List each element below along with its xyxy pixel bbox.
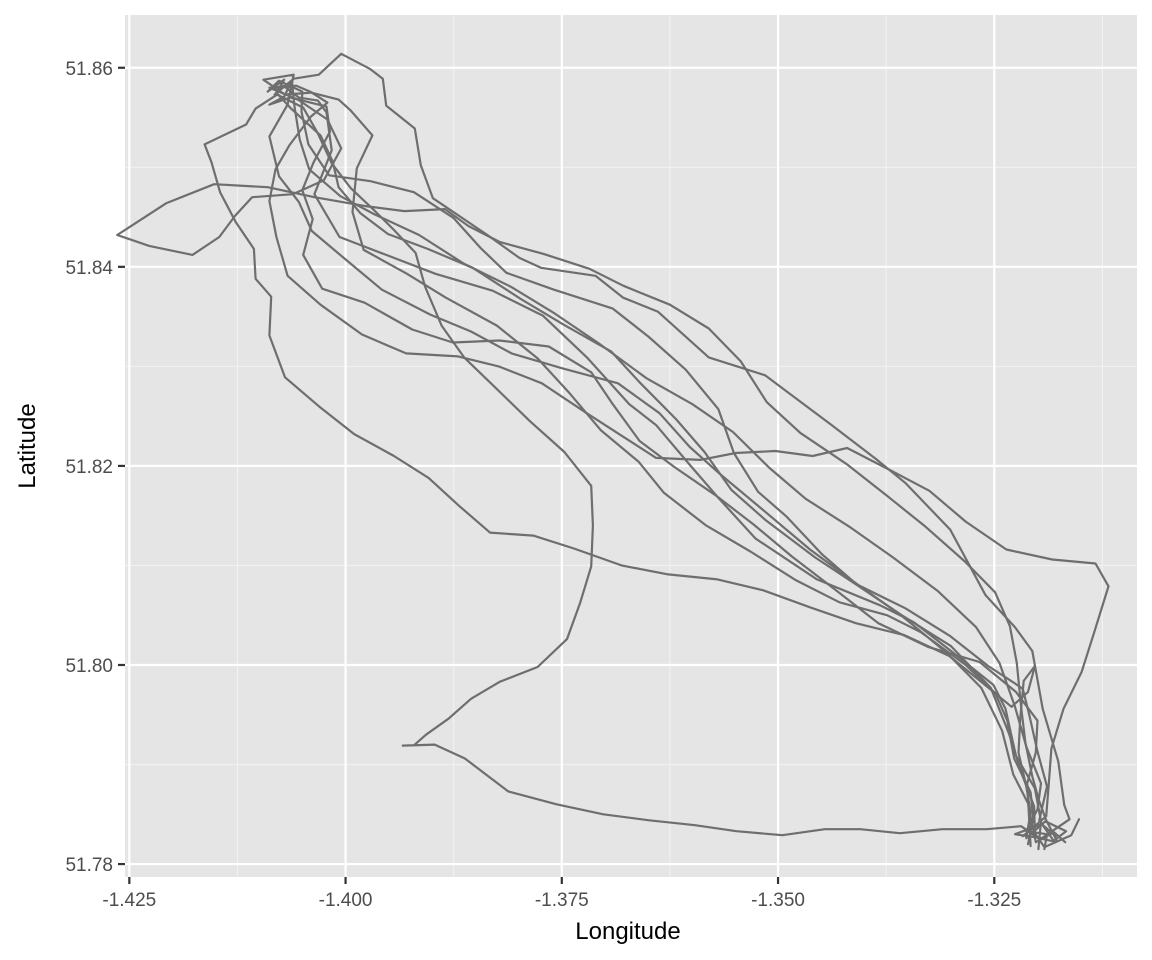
y-axis: 51.78 51.80 51.82 51.84 51.86 bbox=[65, 59, 125, 876]
y-tick-label: 51.82 bbox=[65, 457, 113, 478]
y-tick-label: 51.86 bbox=[65, 59, 113, 80]
y-tick-label: 51.84 bbox=[65, 258, 113, 279]
plot-panel bbox=[125, 15, 1137, 877]
major-gridlines bbox=[125, 15, 1137, 877]
x-tick-label: -1.325 bbox=[967, 890, 1021, 911]
x-tick-label: -1.350 bbox=[751, 890, 805, 911]
track-line-6 bbox=[203, 93, 1068, 843]
track-line-1 bbox=[273, 52, 1071, 851]
track-line-4 bbox=[268, 79, 1049, 851]
y-axis-title: Latitude bbox=[14, 403, 41, 488]
track-lines bbox=[116, 52, 1110, 851]
x-tick-label: -1.375 bbox=[535, 890, 589, 911]
x-tick-label: -1.425 bbox=[102, 890, 156, 911]
track-line-3 bbox=[262, 73, 1067, 846]
y-tick-label: 51.80 bbox=[65, 656, 113, 677]
y-tick-label: 51.78 bbox=[65, 855, 113, 876]
track-line-5 bbox=[116, 84, 1110, 842]
x-axis: -1.425 -1.400 -1.375 -1.350 -1.325 bbox=[102, 877, 1021, 911]
x-tick-label: -1.400 bbox=[319, 890, 373, 911]
x-axis-title: Longitude bbox=[575, 918, 680, 945]
